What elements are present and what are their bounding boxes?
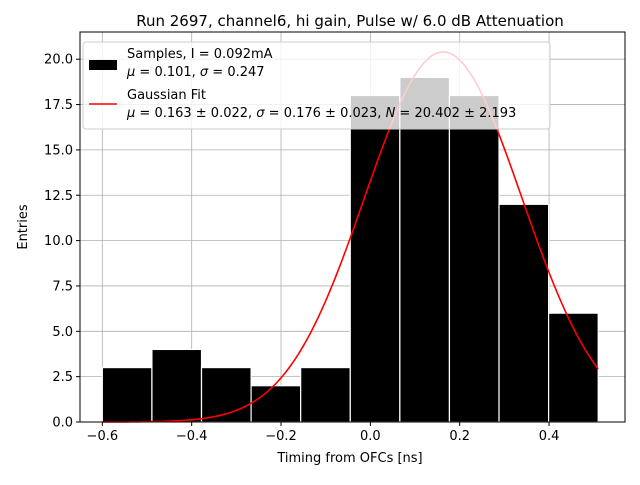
histogram-bar-3 (250, 385, 302, 423)
y-axis-ticks: 0.0 2.5 5.0 7.5 10.0 12.5 15.0 17.5 20.0 (44, 53, 80, 431)
legend-samples-swatch (89, 60, 117, 70)
x-tick-label-1: −0.4 (176, 429, 208, 444)
histogram-bar-0 (101, 366, 153, 423)
histogram-bar-9 (548, 312, 599, 423)
histogram-bar-7 (448, 94, 500, 423)
x-tick-label-0: −0.6 (87, 429, 119, 444)
x-axis-ticks: −0.6 −0.4 −0.2 0.0 0.2 0.4 (87, 422, 560, 444)
y-tick-label-4: 10.0 (44, 234, 73, 249)
histogram-bar-1 (151, 348, 203, 423)
legend-box (82, 41, 551, 130)
y-axis-label: Entries (16, 204, 31, 250)
histogram-bar-4 (300, 366, 351, 423)
y-tick-label-8: 20.0 (44, 53, 73, 68)
x-tick-label-3: 0.0 (360, 429, 381, 444)
histogram-bar-6 (399, 76, 451, 423)
x-axis-label: Timing from OFCs [ns] (276, 451, 422, 466)
legend: Samples, I = 0.092mA μ = 0.101, σ = 0.24… (82, 41, 551, 130)
y-tick-label-2: 5.0 (52, 325, 73, 340)
legend-samples-line2: μ = 0.101, σ = 0.247 (126, 65, 265, 80)
legend-fit-line1: Gaussian Fit (127, 88, 206, 103)
y-tick-label-5: 12.5 (44, 189, 73, 204)
y-tick-label-7: 17.5 (44, 98, 73, 113)
chart-title: Run 2697, channel6, hi gain, Pulse w/ 6.… (136, 12, 564, 30)
histogram-bars (101, 76, 599, 423)
histogram-bar-5 (349, 94, 401, 423)
x-tick-label-5: 0.4 (539, 429, 560, 444)
legend-fit-line2: μ = 0.163 ± 0.022, σ = 0.176 ± 0.023, N … (126, 106, 516, 121)
y-tick-label-1: 2.5 (52, 370, 73, 385)
histogram-bar-8 (498, 203, 550, 423)
y-tick-label-3: 7.5 (52, 279, 73, 294)
y-tick-label-0: 0.0 (52, 416, 73, 431)
gaussian-fit-curve (102, 51, 599, 423)
x-tick-label-4: 0.2 (449, 429, 470, 444)
x-tick-label-2: −0.2 (265, 429, 297, 444)
plot-frame (79, 31, 626, 423)
y-tick-label-6: 15.0 (44, 143, 73, 158)
legend-samples-line1: Samples, I = 0.092mA (127, 47, 273, 62)
